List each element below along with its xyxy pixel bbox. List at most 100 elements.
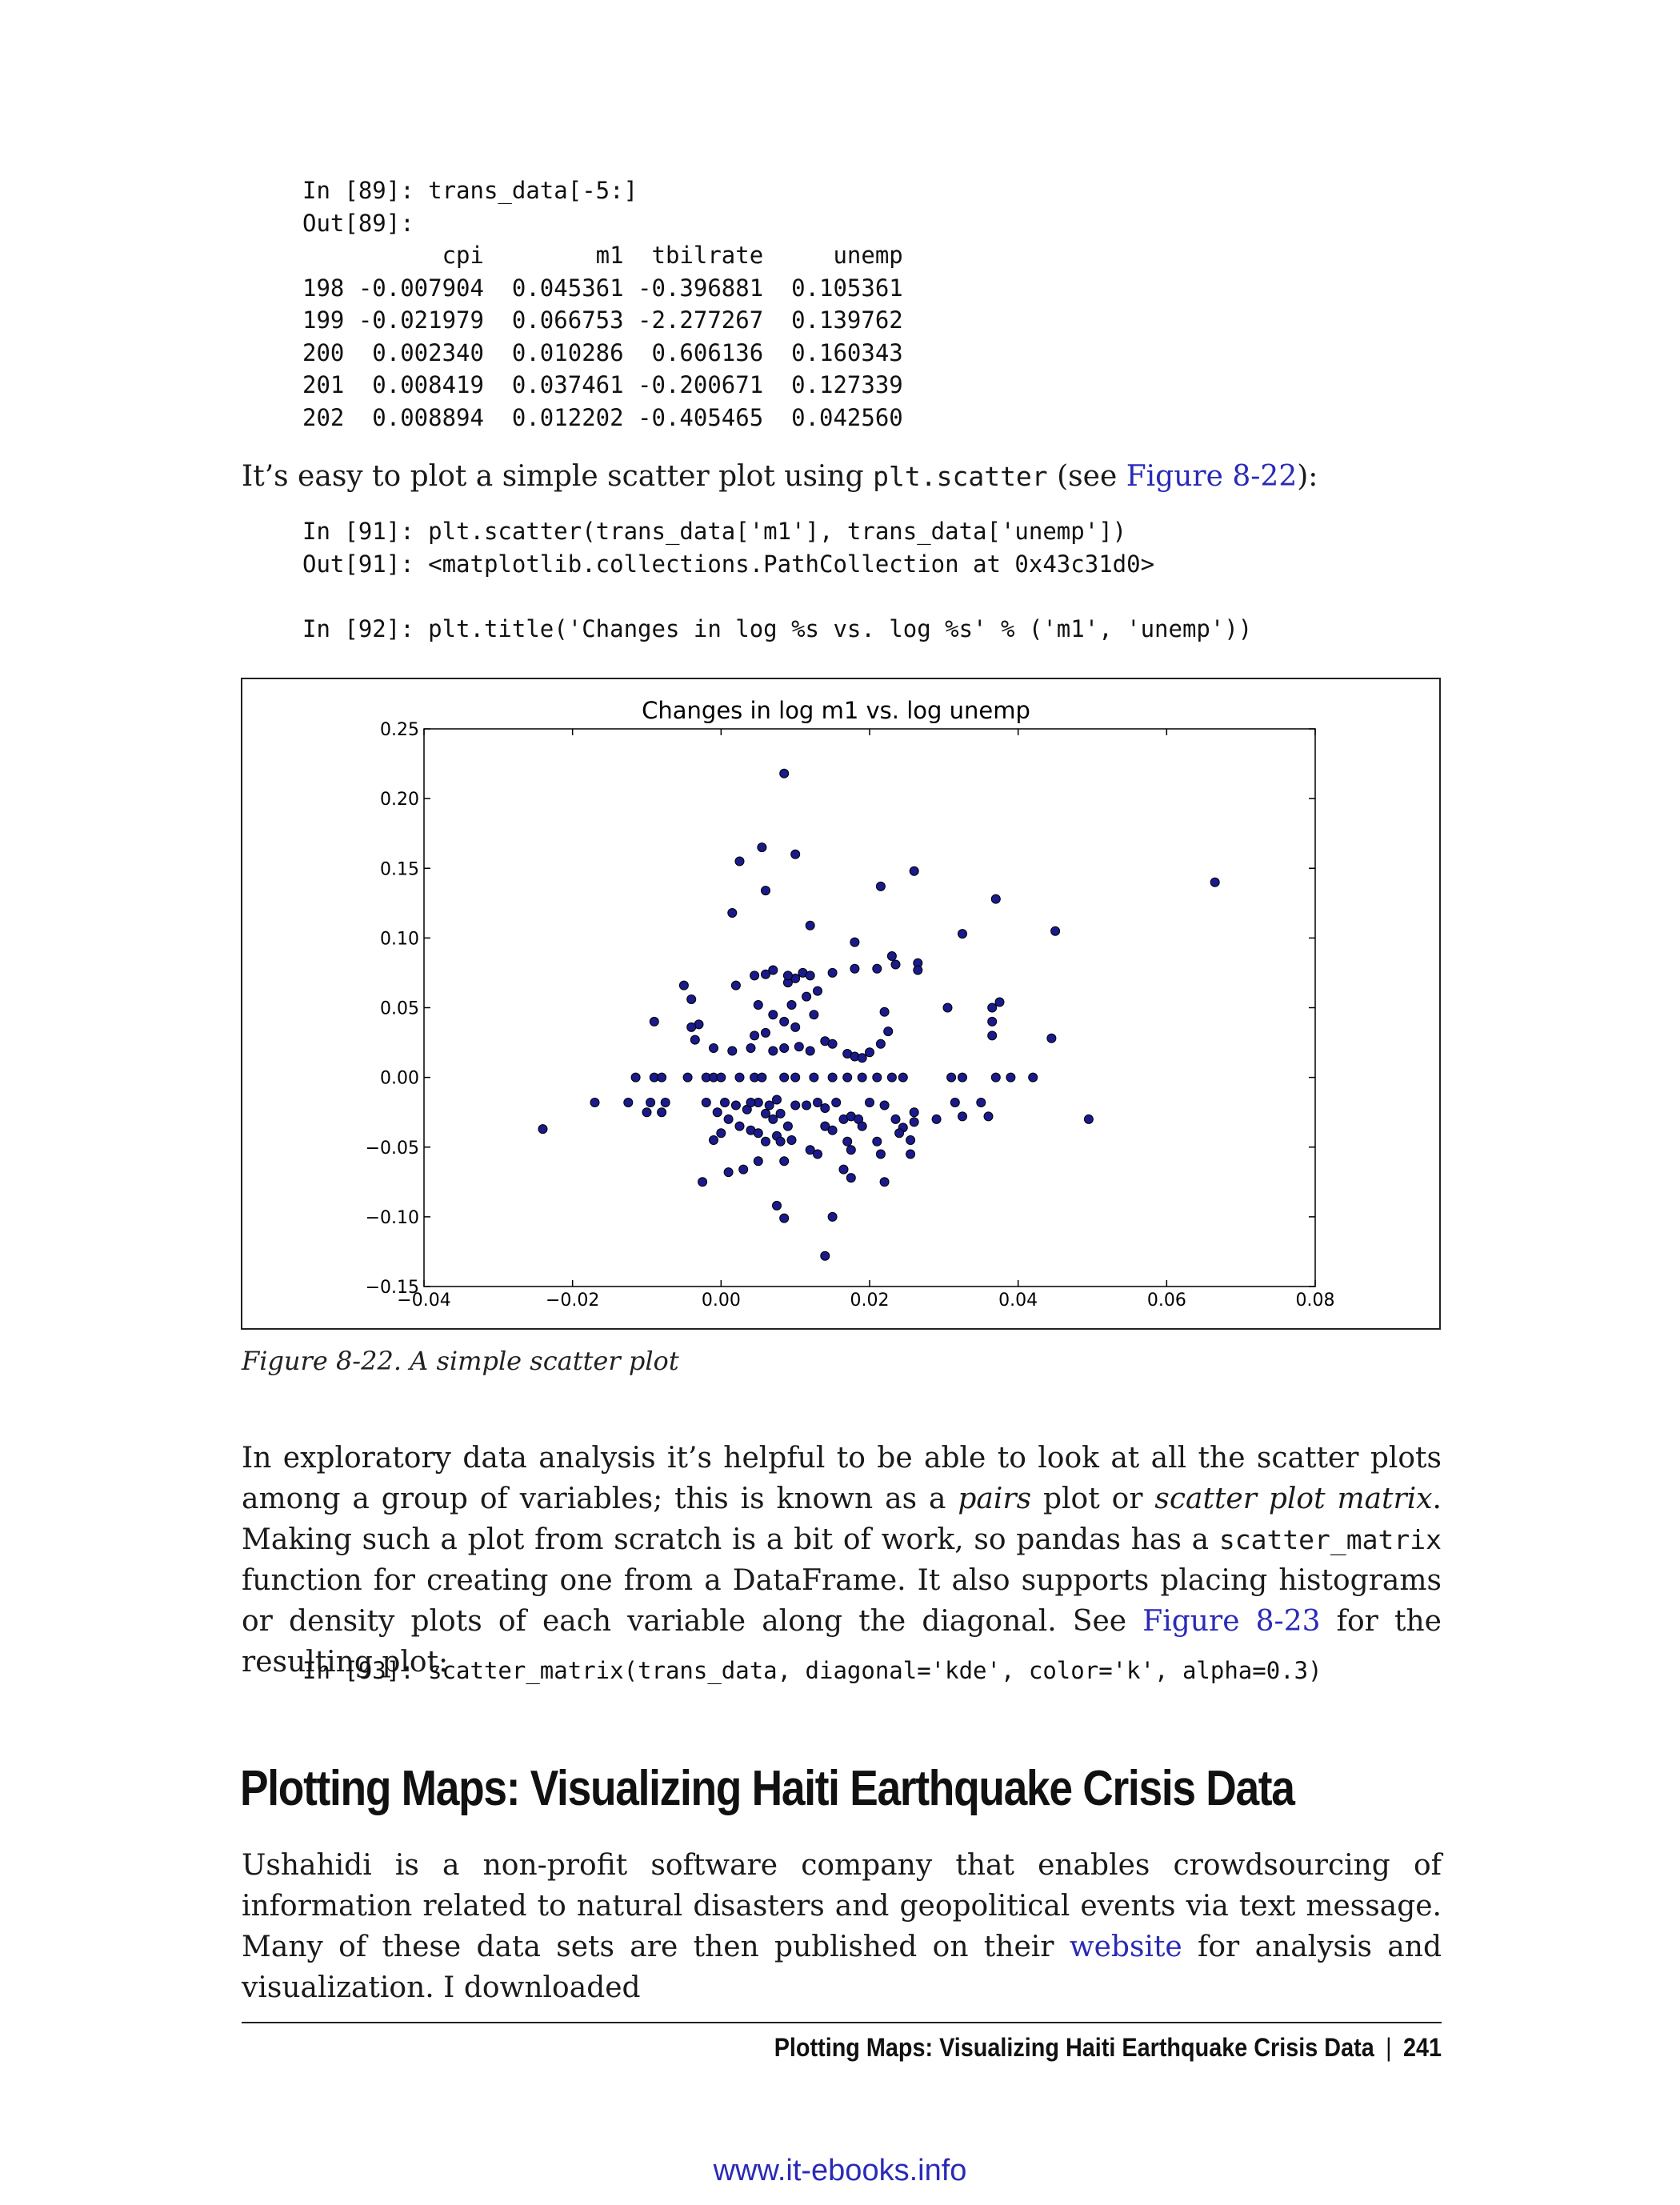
inline-code: plt.scatter: [873, 461, 1048, 492]
x-tick-label: 0.04: [998, 1291, 1038, 1311]
text: . Making such a plot from scratch is a b…: [242, 1483, 1442, 1556]
data-point: [820, 1251, 830, 1261]
data-point: [772, 1200, 782, 1211]
x-tick-label: 0.06: [1147, 1291, 1186, 1311]
data-point: [786, 1000, 797, 1010]
data-point: [630, 1072, 641, 1082]
data-point: [757, 1072, 767, 1082]
data-point: [976, 1098, 986, 1107]
data-point: [875, 881, 886, 891]
page-number: 241: [1402, 2033, 1442, 2062]
data-point: [682, 1072, 693, 1082]
data-point: [690, 1034, 700, 1045]
text: for analysis and visualization. I downlo…: [242, 1931, 1442, 2004]
data-point: [775, 1108, 786, 1119]
code-line: 198 -0.007904 0.045361 -0.396881 0.10536…: [302, 274, 903, 302]
emphasis-scatter-plot-matrix: scatter plot matrix: [1154, 1483, 1433, 1515]
code-line: In [92]: plt.title('Changes in log %s vs…: [302, 614, 1253, 642]
data-point: [779, 1156, 790, 1167]
data-point: [790, 1072, 801, 1082]
text: plot or: [1031, 1483, 1155, 1515]
data-point: [779, 1072, 790, 1082]
code-line: Out[89]:: [302, 209, 414, 237]
data-points: [538, 768, 1220, 1261]
paragraph-pairs-plot: In exploratory data analysis it’s helpfu…: [242, 1438, 1442, 1683]
data-point: [850, 937, 860, 947]
data-point: [827, 1125, 838, 1135]
data-point: [898, 1072, 908, 1082]
data-point: [790, 1100, 801, 1111]
data-point: [660, 1098, 670, 1107]
data-point: [809, 1072, 819, 1082]
y-tick-label: 0.15: [380, 859, 419, 879]
text: (see: [1047, 460, 1126, 493]
data-point: [909, 866, 919, 876]
data-point: [623, 1098, 634, 1107]
section-heading: Plotting Maps: Visualizing Haiti Earthqu…: [240, 1761, 1295, 1816]
data-point: [890, 959, 901, 970]
data-point: [709, 1135, 718, 1145]
code-line: In [93]: scatter_matrix(trans_data, diag…: [302, 1657, 1322, 1684]
data-point: [649, 1016, 659, 1026]
data-point: [987, 1002, 998, 1013]
x-tick-label: 0.00: [702, 1291, 741, 1311]
code-line: Out[91]: <matplotlib.collections.PathCol…: [302, 550, 1155, 578]
data-point: [842, 1136, 853, 1147]
code-line: [302, 580, 1252, 613]
data-point: [746, 1043, 756, 1053]
code-block-scatter-matrix: In [93]: scatter_matrix(trans_data, diag…: [302, 1655, 1322, 1687]
data-point: [802, 1100, 812, 1111]
data-point: [894, 1128, 905, 1139]
data-point: [931, 1114, 942, 1124]
data-point: [842, 1072, 853, 1082]
data-point: [994, 997, 1005, 1007]
chart-title: Changes in log m1 vs. log unemp: [642, 697, 1030, 724]
figure-caption: Figure 8-22. A simple scatter plot: [242, 1346, 679, 1376]
code-line: In [89]: trans_data[-5:]: [302, 177, 638, 204]
data-point: [779, 768, 790, 778]
data-point: [950, 1098, 960, 1107]
code-line: 200 0.002340 0.010286 0.606136 0.160343: [302, 338, 903, 366]
data-point: [865, 1098, 874, 1107]
data-point: [813, 1149, 822, 1159]
watermark-link[interactable]: www.it-ebooks.info: [713, 2154, 967, 2187]
y-tick-label: 0.10: [380, 929, 419, 949]
paragraph-scatter-intro: It’s easy to plot a simple scatter plot …: [242, 456, 1442, 497]
data-point: [712, 1107, 722, 1118]
data-point: [779, 1213, 790, 1223]
y-tick-label: −0.15: [366, 1278, 419, 1298]
code-line: 201 0.008419 0.037461 -0.200671 0.127339: [302, 371, 903, 398]
data-point: [1083, 1114, 1094, 1124]
y-tick-label: 0.20: [380, 790, 419, 810]
data-point: [831, 1098, 842, 1107]
data-point: [590, 1098, 600, 1107]
footer-rule: [242, 2022, 1442, 2023]
data-point: [750, 1030, 760, 1041]
x-tick-label: 0.02: [850, 1291, 890, 1311]
data-point: [790, 849, 801, 859]
y-tick-label: 0.00: [380, 1069, 419, 1089]
data-point: [850, 963, 860, 974]
text: In exploratory data analysis it’s helpfu…: [242, 1442, 1442, 1515]
y-tick-label: 0.05: [380, 999, 419, 1019]
figure-link[interactable]: Figure 8-23: [1142, 1605, 1321, 1638]
data-point: [727, 908, 738, 918]
data-point: [879, 1177, 890, 1187]
data-point: [958, 929, 967, 939]
plot-area: [423, 728, 1316, 1287]
data-point: [865, 1047, 874, 1058]
data-point: [750, 970, 760, 981]
data-point: [716, 1072, 726, 1082]
data-point: [809, 1010, 819, 1020]
data-point: [857, 1121, 867, 1131]
data-point: [1050, 926, 1061, 936]
text: Ushahidi is a non-profit software compan…: [242, 1849, 1442, 1963]
website-link[interactable]: website: [1069, 1931, 1182, 1963]
data-point: [886, 951, 897, 961]
data-point: [883, 1026, 894, 1037]
data-point: [872, 1072, 882, 1082]
figure-link[interactable]: Figure 8-22: [1126, 460, 1298, 493]
data-point: [768, 1046, 778, 1056]
data-point: [913, 965, 923, 975]
data-point: [772, 1094, 782, 1105]
